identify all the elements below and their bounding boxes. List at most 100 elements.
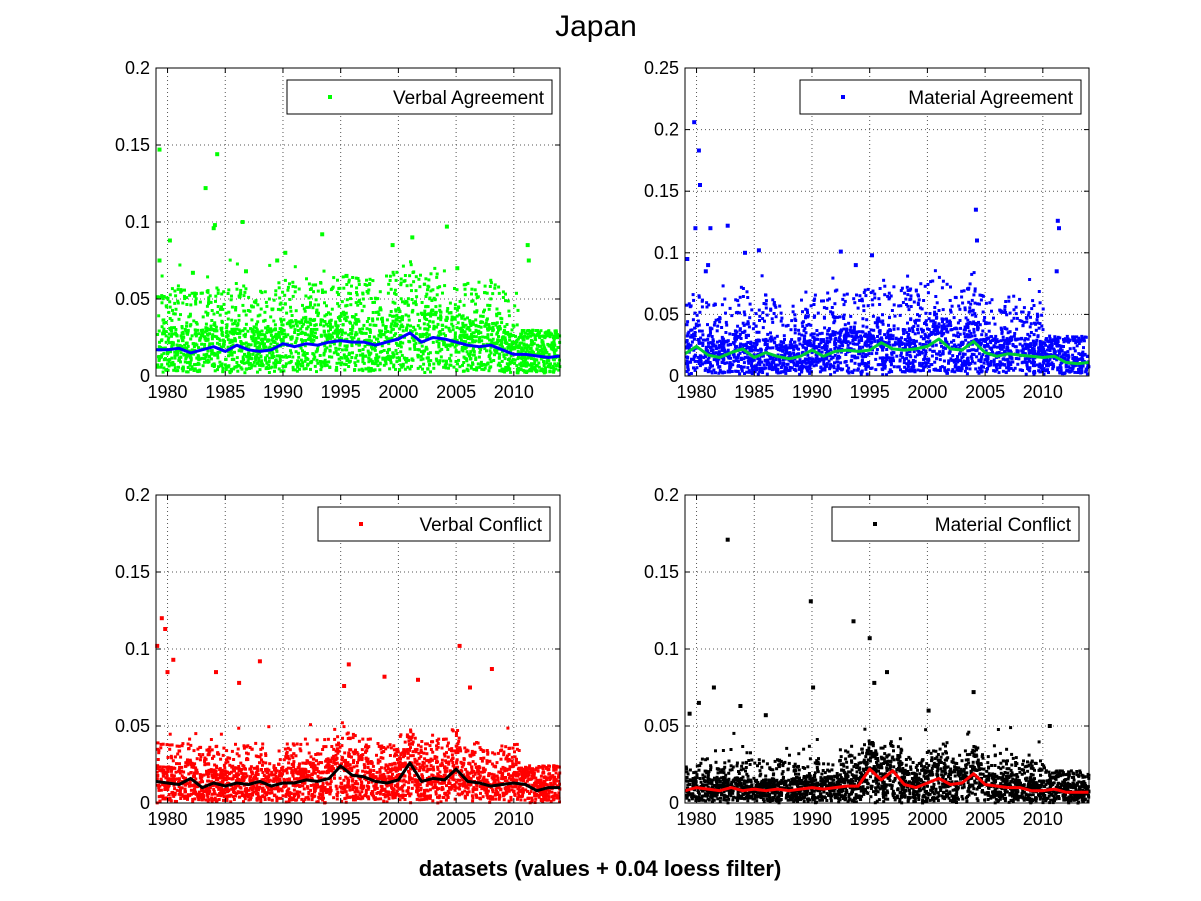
scatter-point	[376, 310, 380, 314]
scatter-point	[435, 293, 439, 297]
scatter-point	[526, 369, 530, 373]
scatter-point	[401, 315, 405, 319]
scatter-point	[232, 332, 235, 336]
scatter-point	[279, 317, 283, 321]
scatter-point	[440, 347, 444, 351]
scatter-point	[399, 297, 403, 301]
scatter-point	[198, 300, 202, 304]
scatter-point	[1033, 369, 1036, 373]
scatter-point	[1007, 338, 1010, 342]
scatter-point	[813, 338, 817, 342]
scatter-point	[171, 308, 174, 312]
scatter-point	[301, 361, 305, 365]
scatter-point	[831, 276, 835, 280]
scatter-point	[276, 307, 280, 311]
scatter-point	[937, 325, 941, 329]
scatter-point	[315, 336, 319, 340]
scatter-point	[823, 348, 827, 351]
scatter-point	[704, 355, 707, 359]
scatter-point	[280, 338, 284, 342]
scatter-point	[881, 322, 885, 326]
scatter-point	[497, 356, 501, 360]
scatter-point	[757, 338, 761, 342]
scatter-point	[343, 344, 347, 348]
scatter-point	[405, 327, 408, 331]
scatter-point	[834, 337, 838, 340]
scatter-point	[302, 307, 306, 311]
scatter-point	[399, 281, 403, 285]
scatter-point	[421, 332, 425, 336]
scatter-point	[425, 304, 429, 308]
scatter-point	[293, 265, 297, 269]
scatter-point	[554, 364, 558, 367]
scatter-point	[457, 350, 461, 354]
scatter-point	[793, 317, 797, 321]
scatter-point	[807, 356, 811, 360]
scatter-point	[703, 338, 707, 342]
scatter-point	[419, 273, 422, 277]
scatter-point	[845, 327, 849, 331]
scatter-point	[244, 367, 248, 371]
scatter-point	[919, 335, 923, 339]
scatter-point	[944, 340, 948, 344]
scatter-point	[340, 333, 344, 337]
scatter-point	[533, 358, 537, 362]
scatter-point	[792, 361, 796, 365]
scatter-point	[409, 324, 412, 328]
scatter-point	[259, 360, 263, 364]
scatter-point	[211, 342, 215, 346]
scatter-point	[391, 314, 394, 318]
scatter-point	[742, 310, 746, 314]
scatter-point	[978, 323, 982, 327]
scatter-point	[426, 323, 430, 327]
scatter-point	[692, 348, 696, 352]
scatter-point	[764, 302, 768, 306]
scatter-point	[825, 339, 829, 343]
scatter-point	[354, 322, 358, 326]
scatter-point	[424, 345, 428, 349]
scatter-point	[984, 301, 988, 305]
outlier-point	[244, 269, 248, 274]
scatter-point	[309, 295, 313, 299]
scatter-point	[853, 338, 857, 342]
scatter-point	[804, 331, 808, 335]
scatter-point	[319, 281, 323, 284]
scatter-point	[162, 330, 166, 334]
scatter-point	[180, 325, 184, 328]
scatter-point	[867, 330, 871, 334]
scatter-point	[784, 368, 788, 372]
scatter-point	[1011, 343, 1015, 346]
scatter-point	[273, 323, 277, 327]
scatter-point	[765, 343, 769, 346]
scatter-point	[426, 288, 429, 292]
scatter-point	[222, 290, 226, 294]
scatter-point	[1010, 356, 1014, 360]
scatter-point	[522, 329, 526, 332]
scatter-point	[738, 311, 741, 315]
scatter-point	[260, 364, 264, 367]
scatter-point	[811, 344, 815, 348]
scatter-point	[449, 311, 453, 315]
scatter-point	[843, 336, 846, 340]
scatter-point	[463, 317, 467, 321]
scatter-point	[248, 366, 252, 370]
scatter-point	[201, 332, 204, 336]
scatter-point	[461, 363, 464, 367]
scatter-point	[226, 333, 230, 337]
scatter-point	[322, 269, 326, 273]
scatter-point	[968, 367, 972, 371]
scatter-point	[991, 339, 995, 342]
scatter-point	[1047, 359, 1050, 363]
scatter-point	[367, 356, 371, 360]
scatter-point	[764, 306, 768, 310]
scatter-point	[533, 368, 537, 372]
scatter-point	[713, 303, 717, 307]
scatter-point	[277, 367, 281, 371]
scatter-point	[556, 346, 560, 349]
scatter-point	[523, 346, 527, 350]
scatter-point	[257, 356, 261, 360]
scatter-point	[742, 361, 746, 365]
scatter-point	[437, 341, 441, 345]
scatter-point	[333, 329, 337, 333]
scatter-point	[531, 350, 535, 354]
